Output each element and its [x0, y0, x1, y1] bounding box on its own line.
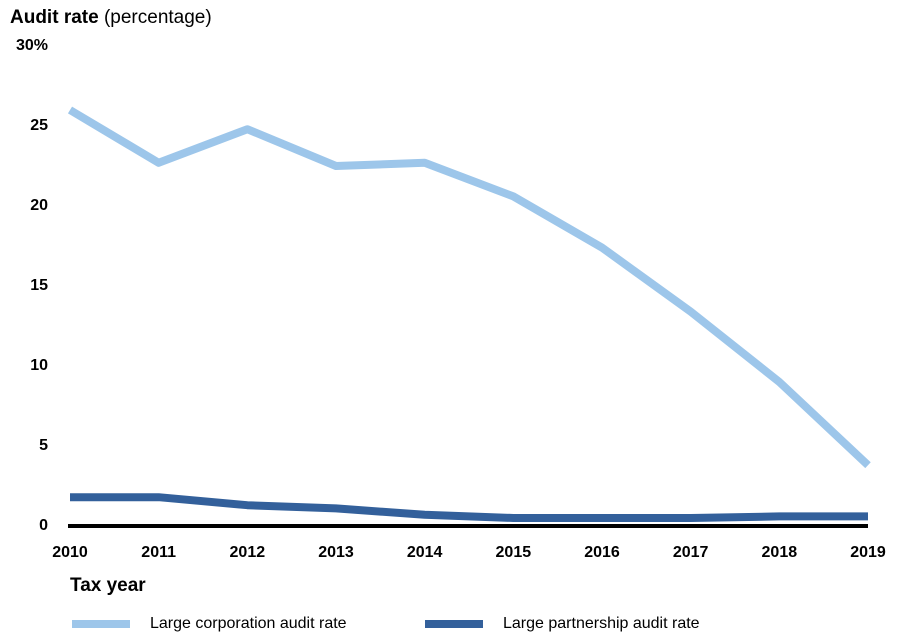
- y-tick-label: 30%: [16, 37, 48, 54]
- x-tick-label: 2019: [850, 544, 886, 561]
- y-tick-label: 25: [30, 117, 48, 134]
- x-tick-label: 2010: [52, 544, 88, 561]
- x-tick-label: 2016: [584, 544, 620, 561]
- legend-label: Large partnership audit rate: [503, 615, 700, 632]
- chart-subtitle: (percentage): [104, 7, 212, 28]
- x-axis-label: Tax year: [70, 575, 146, 596]
- x-tick-label: 2012: [230, 544, 266, 561]
- y-tick-label: 5: [39, 437, 48, 454]
- chart-title-group: Audit rate (percentage): [10, 7, 212, 28]
- data-line: [70, 493, 868, 522]
- chart-title: Audit rate: [10, 7, 99, 28]
- x-tick-label: 2018: [762, 544, 798, 561]
- legend-label: Large corporation audit rate: [150, 615, 347, 632]
- x-tick-label: 2015: [496, 544, 532, 561]
- x-tick-label: 2017: [673, 544, 709, 561]
- x-tick-label: 2014: [407, 544, 443, 561]
- y-tick-label: 15: [30, 277, 48, 294]
- y-tick-label: 10: [30, 357, 48, 374]
- x-tick-label: 2013: [318, 544, 354, 561]
- x-tick-label: 2011: [141, 544, 176, 561]
- data-line: [67, 106, 871, 469]
- y-tick-label: 20: [30, 197, 48, 214]
- y-tick-label: 0: [39, 517, 48, 534]
